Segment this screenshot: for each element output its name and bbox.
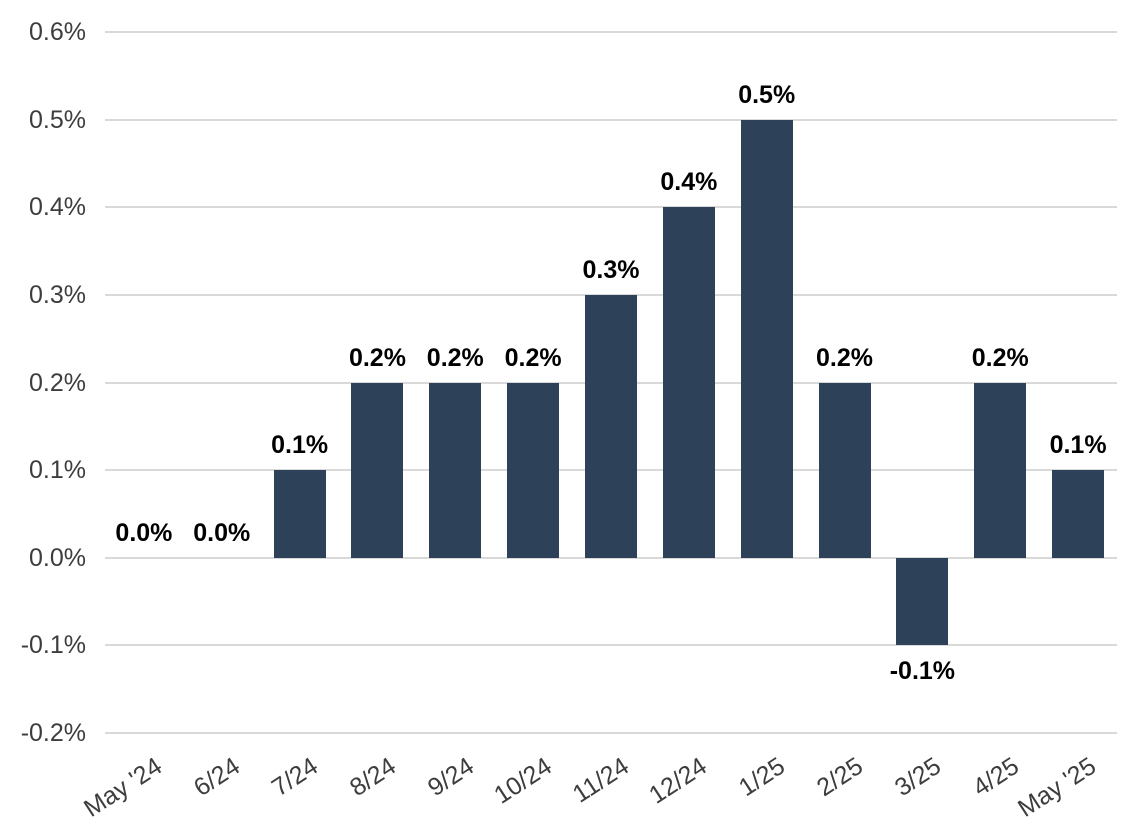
bar-value-label: 0.2% <box>816 343 874 372</box>
x-tick-label: 11/24 <box>568 752 635 809</box>
bar-value-label: 0.2% <box>426 343 484 372</box>
x-tick-label: 8/24 <box>344 752 401 802</box>
bar-value-label: 0.2% <box>504 343 562 372</box>
y-tick-label: 0.5% <box>29 105 86 134</box>
y-tick-label: -0.2% <box>20 719 86 747</box>
bar <box>1052 470 1105 558</box>
bar <box>974 382 1027 558</box>
y-gridline <box>105 31 1117 33</box>
x-tick-label: May '24 <box>79 752 168 823</box>
y-gridline <box>105 118 1117 121</box>
y-tick-label: 0.4% <box>29 193 86 222</box>
bar <box>429 382 482 558</box>
bar-value-label: 0.2% <box>971 343 1029 372</box>
bar-value-label: 0.3% <box>582 255 640 284</box>
bar <box>740 119 793 558</box>
bar-value-label: 0.1% <box>1049 431 1107 460</box>
bar <box>585 294 637 558</box>
bar <box>818 382 871 558</box>
x-tick-label: 4/25 <box>967 752 1024 802</box>
y-tick-label: 0.6% <box>29 18 86 46</box>
bar-value-label: 0.5% <box>738 80 796 109</box>
x-tick-label: 1/25 <box>733 752 790 802</box>
x-tick-label: 2/25 <box>811 752 868 802</box>
x-tick-label: 6/24 <box>188 752 246 802</box>
y-tick-label: 0.2% <box>29 368 86 397</box>
y-tick-label: -0.1% <box>20 631 86 660</box>
bar-value-label: -0.1% <box>889 657 956 686</box>
y-gridline <box>105 206 1117 209</box>
bar <box>273 470 326 558</box>
bar <box>351 382 404 558</box>
x-tick-label: 9/24 <box>422 752 479 802</box>
bar-value-label: 0.1% <box>271 431 329 460</box>
x-tick-label: 7/24 <box>266 752 323 802</box>
x-tick-label: 3/25 <box>889 752 946 802</box>
bar-value-label: 0.4% <box>660 168 718 197</box>
y-tick-label: 0.1% <box>29 456 86 485</box>
bar-value-label: 0.2% <box>348 343 406 372</box>
y-gridline <box>105 556 1117 559</box>
x-tick-label: 12/24 <box>644 752 713 810</box>
x-tick-label: 10/24 <box>488 752 557 810</box>
bar <box>662 207 715 558</box>
y-gridline <box>105 732 1117 734</box>
x-tick-label: May '25 <box>1013 752 1102 823</box>
bar <box>896 557 949 646</box>
bar <box>507 382 560 558</box>
bar-value-label: 0.0% <box>115 518 173 547</box>
y-tick-label: 0.3% <box>29 280 86 309</box>
bar-value-label: 0.0% <box>193 518 251 547</box>
y-gridline <box>105 644 1117 647</box>
y-tick-label: 0.0% <box>29 543 86 572</box>
